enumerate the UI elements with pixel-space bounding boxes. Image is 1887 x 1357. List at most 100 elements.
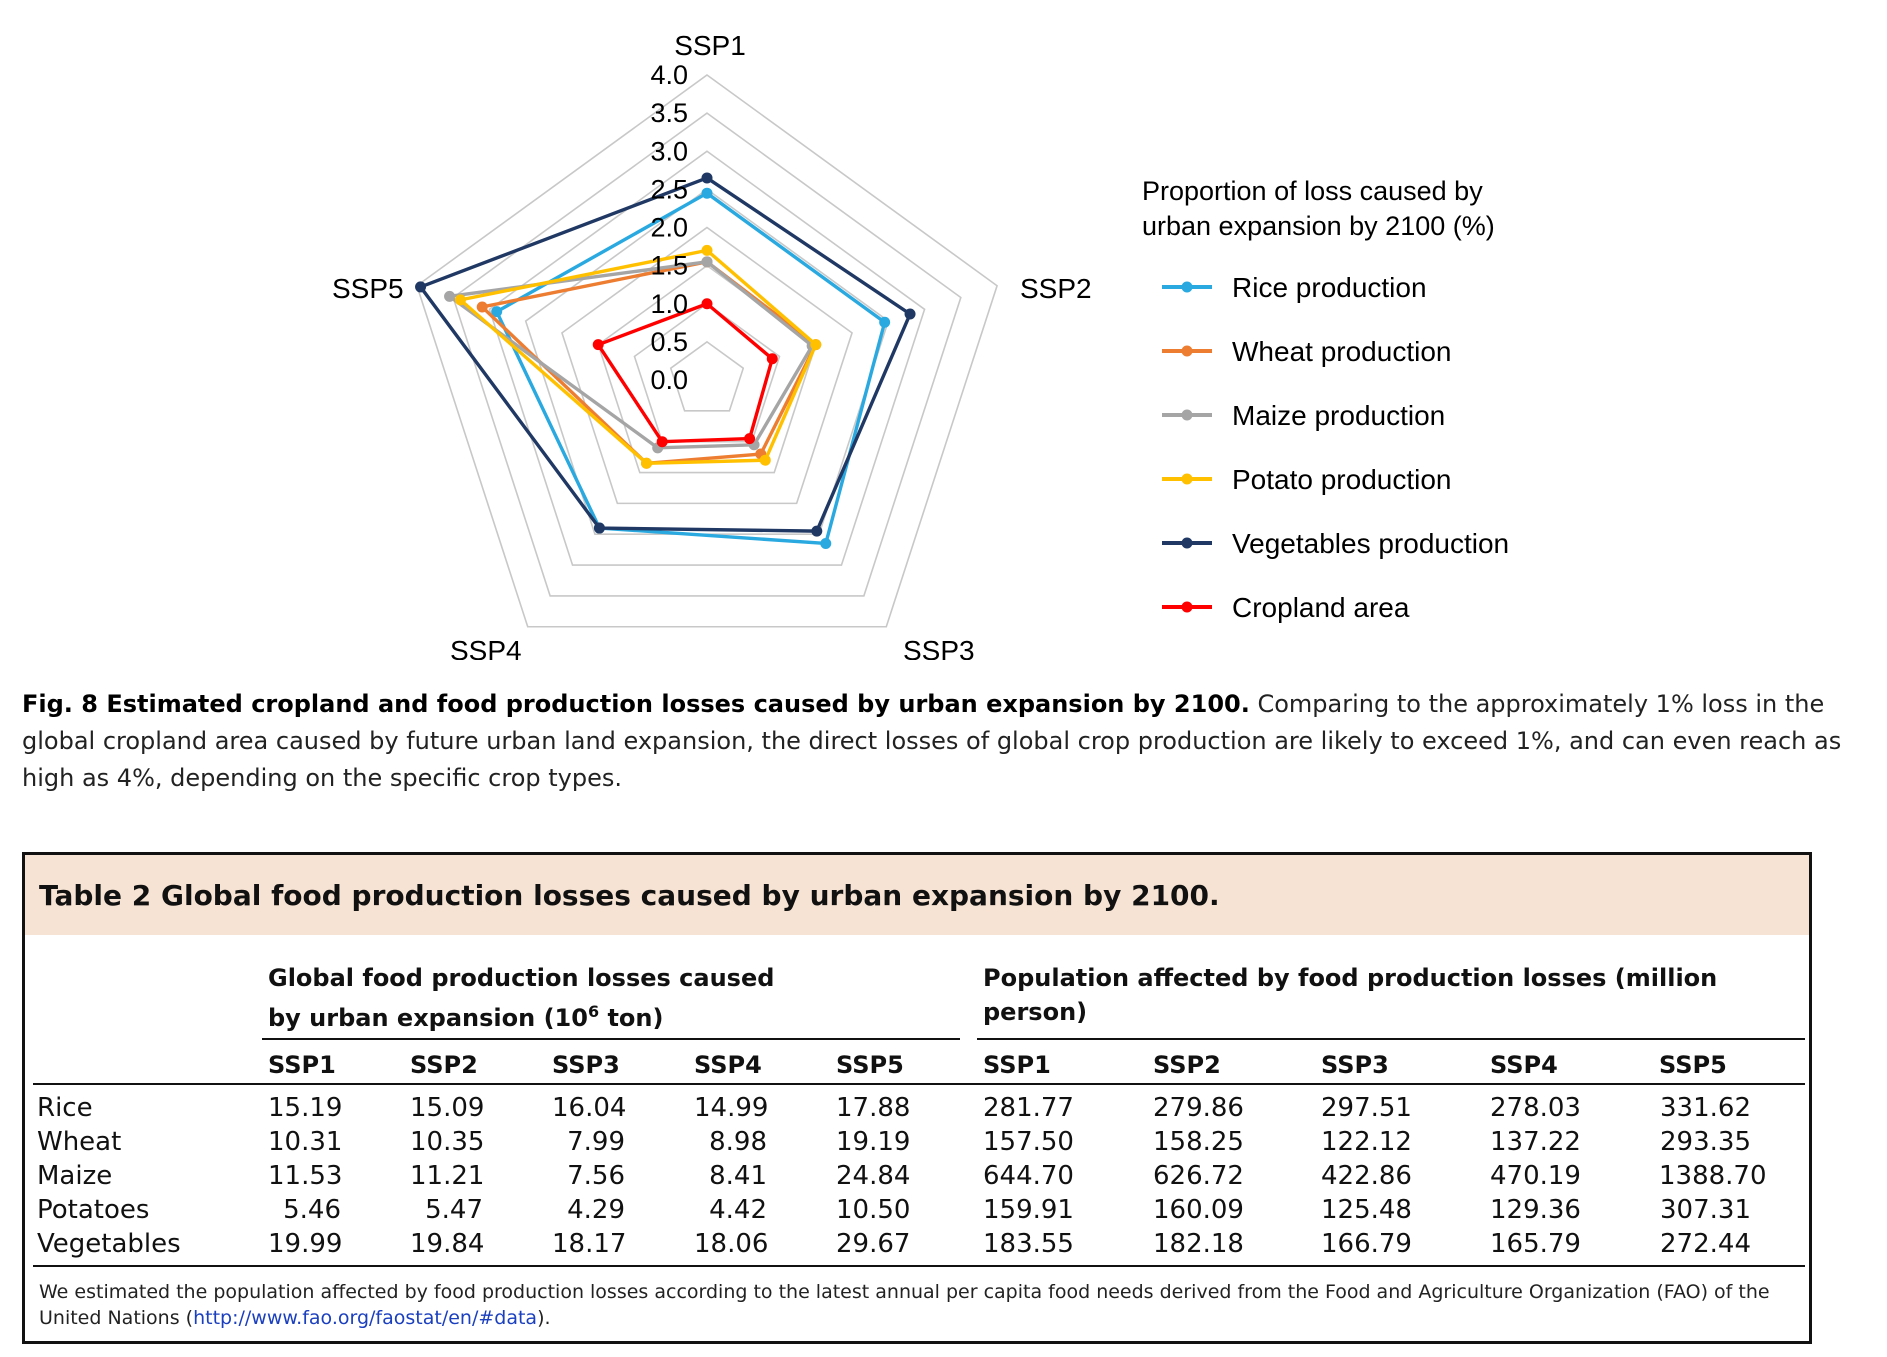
data-point: [701, 172, 713, 184]
table-footnote-text: We estimated the population affected by …: [39, 1281, 1770, 1329]
legend-marker: [1181, 409, 1193, 421]
table-footnote-end: ).: [537, 1307, 551, 1329]
axis-label-ssp4: SSP4: [450, 635, 522, 660]
radial-tick-label: 2.0: [650, 213, 688, 243]
table-cell: 7.56: [567, 1161, 625, 1191]
row-label: Vegetables: [37, 1229, 181, 1259]
table-cell: 19.99: [268, 1229, 343, 1259]
group-header-population: Population affected by food production l…: [983, 964, 1718, 1026]
data-point: [744, 433, 756, 445]
grid-ring: [488, 150, 926, 566]
table-cell: 331.62: [1660, 1093, 1751, 1123]
radar-grid: [415, 74, 999, 628]
legend-label: Vegetables production: [1232, 528, 1509, 559]
legend-marker: [1181, 281, 1193, 293]
data-point: [476, 301, 488, 313]
table-cell: 293.35: [1660, 1127, 1751, 1157]
column-header-ssp3: SSP3: [552, 1051, 620, 1079]
table-cell: 125.48: [1321, 1195, 1412, 1225]
table-cell: 157.50: [983, 1127, 1074, 1157]
table-cell: 297.51: [1321, 1093, 1412, 1123]
table-cell: 15.09: [410, 1093, 485, 1123]
data-point: [766, 353, 778, 365]
table-cell: 8.41: [709, 1161, 767, 1191]
group-header-production-tail: ton): [599, 1004, 664, 1032]
table-footnote: We estimated the population affected by …: [39, 1279, 1799, 1331]
table-cell: 15.19: [268, 1093, 343, 1123]
data-point: [454, 294, 466, 306]
legend-label: Maize production: [1232, 400, 1445, 431]
axis-label-ssp3: SSP3: [903, 635, 975, 660]
series-line-4: [418, 176, 912, 533]
radial-tick-label: 3.5: [650, 98, 688, 128]
table-cell: 10.35: [410, 1127, 485, 1157]
radial-tick-label: 1.5: [650, 251, 688, 281]
legend-marker: [1181, 601, 1193, 613]
table-cell: 14.99: [694, 1093, 769, 1123]
axis-label-ssp5: SSP5: [332, 273, 404, 304]
radial-tick-label: 0.0: [650, 365, 688, 395]
table-cell: 19.19: [836, 1127, 911, 1157]
table-cell: 10.31: [268, 1127, 343, 1157]
grid-ring: [452, 112, 962, 597]
table-cell: 182.18: [1153, 1229, 1244, 1259]
data-point: [701, 256, 713, 268]
fao-link[interactable]: http://www.fao.org/faostat/en/#data: [193, 1307, 538, 1329]
axis-label-ssp1: SSP1: [674, 30, 746, 61]
grid-ring: [669, 340, 745, 412]
group-rule-population: [977, 1038, 1805, 1040]
row-label: Rice: [37, 1093, 93, 1123]
column-header-ssp3: SSP3: [1321, 1051, 1389, 1079]
legend-label: Wheat production: [1232, 336, 1451, 367]
bottom-rule: [33, 1265, 1805, 1267]
legend-marker: [1181, 537, 1193, 549]
column-header-ssp4: SSP4: [694, 1051, 762, 1079]
legend-marker: [1181, 345, 1193, 357]
table-cell: 24.84: [836, 1161, 911, 1191]
radial-tick-label: 0.5: [650, 327, 688, 357]
table-cell: 11.21: [410, 1161, 485, 1191]
group-header-production-text: Global food production losses caused by …: [268, 964, 775, 1032]
grid-ring: [524, 188, 890, 536]
data-point: [415, 281, 427, 293]
table-cell: 17.88: [836, 1093, 911, 1123]
row-label: Maize: [37, 1161, 113, 1191]
chart-legend: Proportion of loss caused by urban expan…: [1142, 176, 1509, 623]
data-point: [656, 436, 668, 448]
table-cell: 281.77: [983, 1093, 1074, 1123]
grid-ring: [561, 226, 853, 505]
legend-label: Potato production: [1232, 464, 1452, 495]
data-point: [593, 522, 605, 534]
series-line-5: [596, 302, 774, 444]
header-rule: [33, 1083, 1805, 1085]
table-cell: 137.22: [1490, 1127, 1581, 1157]
group-rule-production: [262, 1038, 960, 1040]
table-cell: 18.06: [694, 1229, 769, 1259]
data-point: [592, 339, 604, 351]
table-cell: 626.72: [1153, 1161, 1244, 1191]
table-cell: 166.79: [1321, 1229, 1412, 1259]
data-point: [444, 290, 456, 302]
radial-tick-label: 3.0: [650, 136, 688, 166]
table-cell: 4.42: [709, 1195, 767, 1225]
data-point: [820, 537, 832, 549]
table-cell: 16.04: [552, 1093, 627, 1123]
radar-labels: 4.0 3.5 3.0 2.5 2.0 1.5 1.0 0.5 0.0 SSP1 SSP2 SSP3 S…: [332, 30, 1092, 660]
column-header-ssp4: SSP4: [1490, 1051, 1558, 1079]
radar-chart: 4.0 3.5 3.0 2.5 2.0 1.5 1.0 0.5 0.0 SSP1 SSP2 SSP3 S…: [332, 30, 1509, 660]
legend-title: Proportion of loss caused by urban expan…: [1142, 176, 1495, 241]
column-header-ssp1: SSP1: [268, 1051, 336, 1079]
table-cell: 5.46: [283, 1195, 341, 1225]
table-cell: 470.19: [1490, 1161, 1581, 1191]
table-cell: 7.99: [567, 1127, 625, 1157]
series-line-3: [458, 248, 818, 465]
table-cell: 644.70: [983, 1161, 1074, 1191]
figure-caption: Fig. 8 Estimated cropland and food produ…: [22, 686, 1842, 797]
legend-marker: [1181, 473, 1193, 485]
table-cell: 8.98: [709, 1127, 767, 1157]
table-cell: 19.84: [410, 1229, 485, 1259]
table-cell: 160.09: [1153, 1195, 1244, 1225]
series-line-2: [447, 260, 814, 450]
table-cell: 122.12: [1321, 1127, 1412, 1157]
grid-ring: [415, 74, 999, 628]
